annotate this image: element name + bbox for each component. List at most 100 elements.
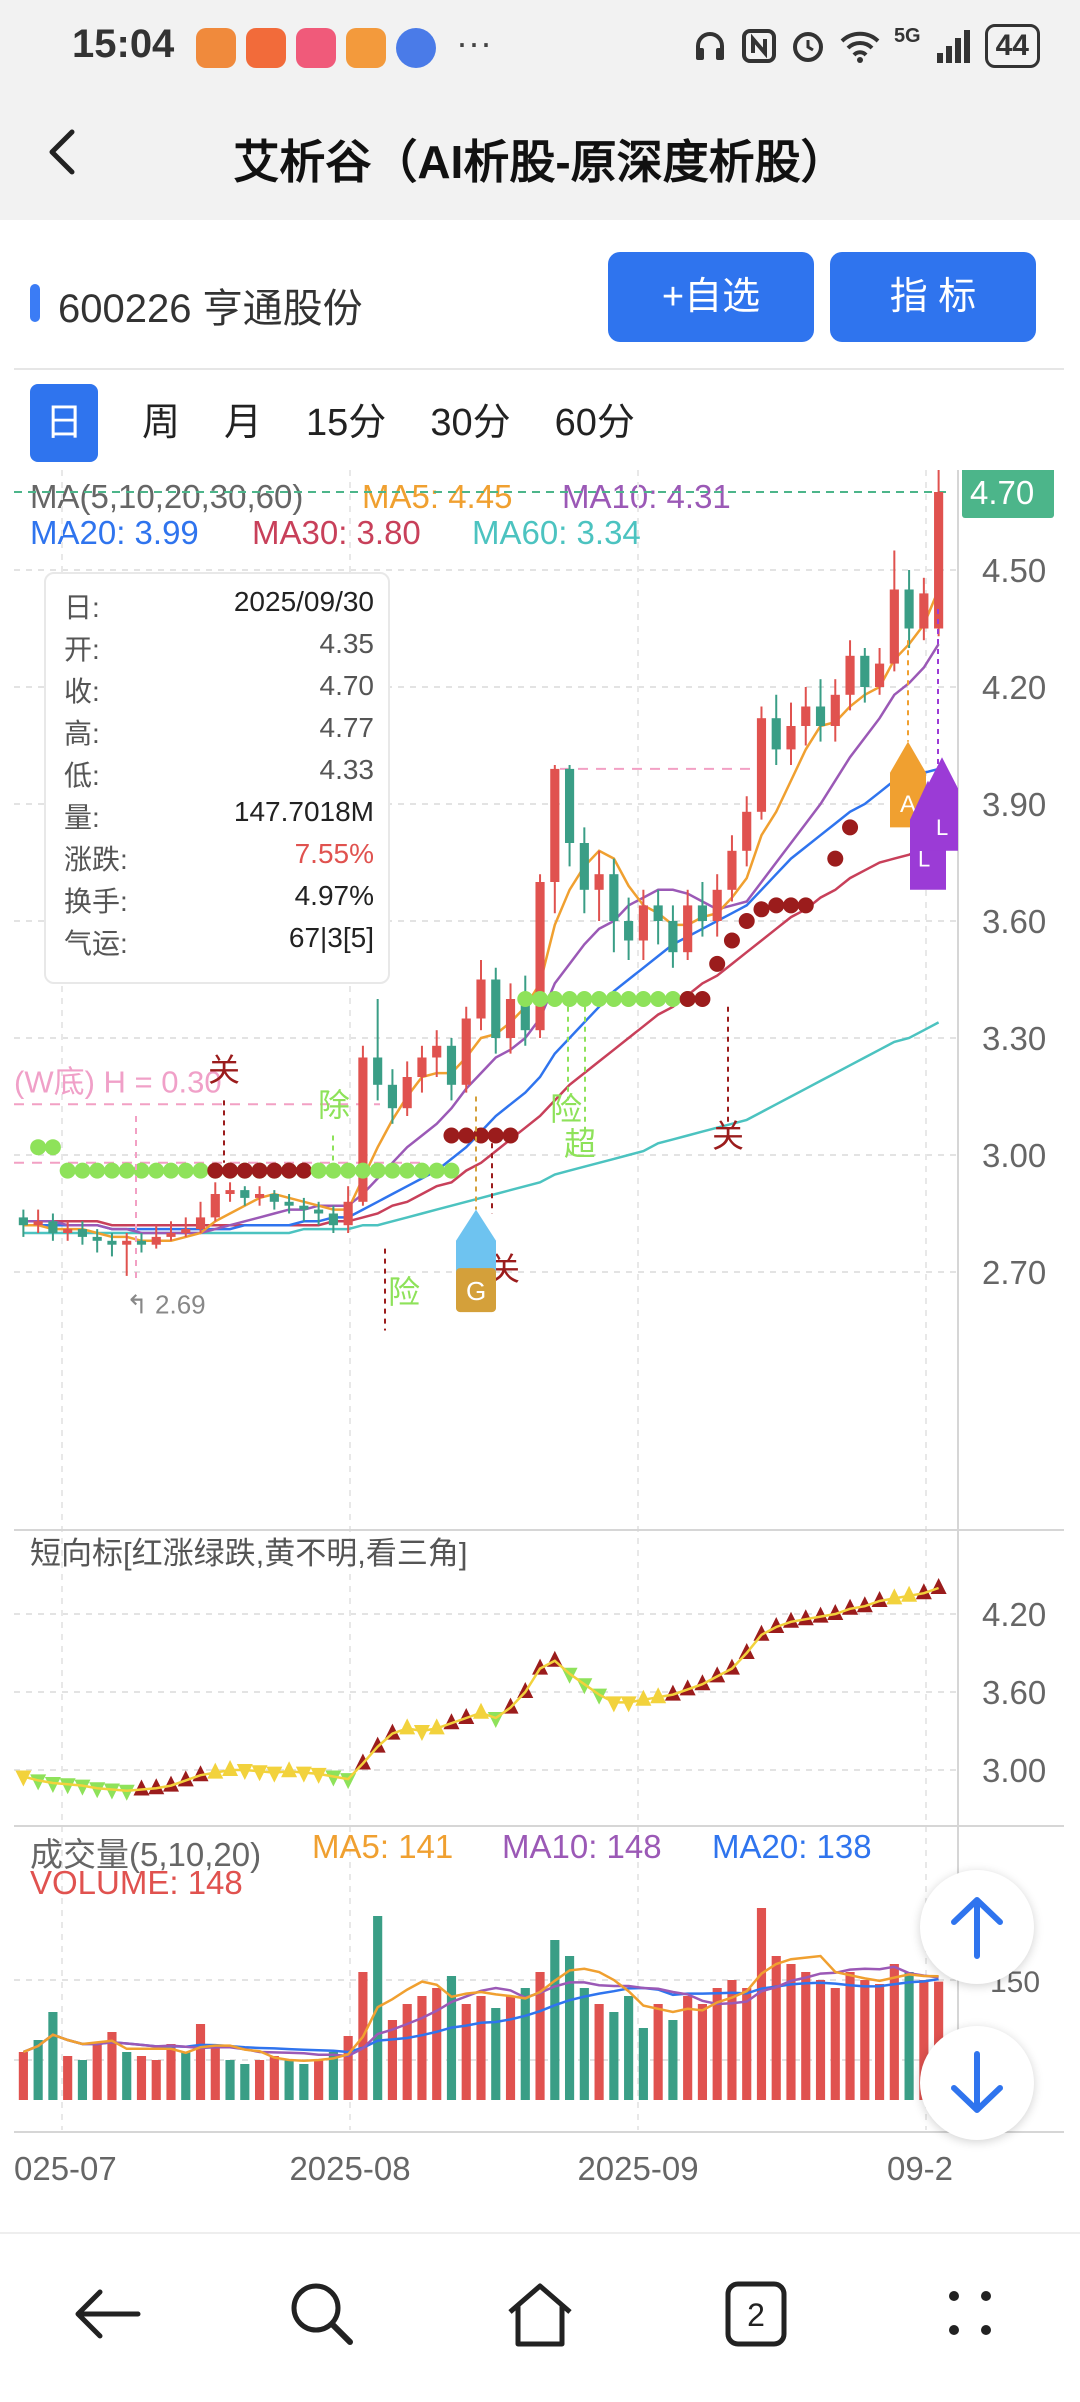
candle-body	[653, 905, 663, 921]
volume-bar	[904, 1972, 914, 2100]
info-low: 4.33	[319, 754, 375, 785]
volume-bar	[609, 2012, 619, 2100]
title-bar: 艾析谷（AI析股-原深度析股）	[0, 96, 1080, 220]
resistance-dot	[723, 932, 740, 949]
page-title: 艾析谷（AI析股-原深度析股）	[233, 136, 847, 188]
price-axis-label: 3.30	[982, 1020, 1046, 1057]
w-bottom-label: (W底) H = 0.30	[14, 1065, 222, 1100]
short-indicator-triangle	[118, 1784, 135, 1801]
back-arrow-icon[interactable]	[36, 122, 96, 182]
resistance-dot	[295, 1162, 312, 1179]
support-dot	[59, 1162, 76, 1179]
price-axis-label: 4.20	[982, 669, 1046, 706]
candle-body	[122, 1240, 132, 1245]
short-indicator-triangle	[207, 1762, 224, 1779]
resistance-dot	[236, 1162, 253, 1179]
resistance-dot	[842, 819, 859, 836]
status-time: 15:04	[72, 22, 175, 66]
candle-body	[801, 706, 811, 726]
resistance-dot	[266, 1162, 283, 1179]
add-watchlist-button[interactable]: +自选	[608, 252, 814, 342]
resistance-dot	[443, 1127, 460, 1144]
volume-bar	[874, 1984, 885, 2100]
candle-body	[225, 1190, 235, 1194]
volume-bar	[786, 1964, 796, 2100]
info-label: 开:	[64, 634, 100, 665]
video-notification-icon	[346, 28, 386, 68]
signal-label: 关	[208, 1052, 240, 1088]
resistance-dot	[783, 897, 799, 914]
tab-week[interactable]: 周	[142, 402, 181, 444]
tabs-count-icon[interactable]: 2	[716, 2274, 796, 2354]
battery-indicator: 44	[984, 24, 1040, 68]
support-dot	[635, 991, 652, 1007]
back-icon[interactable]	[68, 2274, 148, 2354]
short-indicator-triangle	[266, 1766, 283, 1783]
scroll-down-button[interactable]	[920, 2026, 1034, 2140]
candle-body	[18, 1217, 28, 1226]
volume-pane	[18, 1908, 944, 2100]
volume-bar	[668, 2020, 678, 2100]
candle-body	[136, 1240, 147, 1245]
volume-bar	[240, 2064, 250, 2100]
candle-info-box: 日: 2025/09/30 开: 4.35 收: 4.70 高: 4.77 低: 4.33…	[44, 572, 390, 984]
signal-label: 险	[550, 1091, 582, 1127]
support-dot	[369, 1162, 386, 1179]
candle-body	[683, 905, 693, 953]
indicator-button[interactable]: 指 标	[830, 252, 1036, 342]
volume-bar	[564, 1956, 575, 2100]
support-dot	[354, 1162, 371, 1179]
support-dot	[384, 1162, 401, 1179]
resistance-dot	[709, 955, 726, 972]
volume-bar	[919, 1980, 929, 2100]
volume-bar	[181, 2052, 191, 2100]
ma-legend-title: MA(5,10,20,30,60)	[30, 478, 304, 515]
signal-label: L	[936, 815, 948, 840]
candle-body	[845, 655, 855, 695]
support-dot	[650, 991, 667, 1007]
stock-chart[interactable]: 4.804.504.203.903.603.303.002.704.704.77…	[0, 470, 1080, 2250]
candle-body	[63, 1229, 73, 1233]
resistance-dot	[207, 1162, 224, 1179]
notification-icons	[196, 28, 436, 68]
candle-body	[727, 850, 737, 890]
app-notification-icon	[196, 28, 236, 68]
period-tabs: 日 周 月 15分 30分 60分	[30, 384, 679, 462]
candle-body	[402, 1077, 412, 1109]
candle-body	[77, 1229, 88, 1237]
scroll-up-button[interactable]	[920, 1870, 1034, 1984]
candle-body	[328, 1213, 338, 1226]
resistance-dot	[251, 1162, 268, 1179]
candle-body	[756, 718, 767, 812]
resistance-dot	[281, 1162, 298, 1179]
tab-60min[interactable]: 60分	[554, 402, 635, 444]
tab-30min[interactable]: 30分	[430, 402, 511, 444]
volume-bar	[328, 2052, 338, 2100]
tab-day[interactable]: 日	[30, 384, 98, 462]
current-price-value: 4.70	[970, 474, 1034, 511]
info-high: 4.77	[319, 712, 375, 743]
short-indicator-triangle	[473, 1702, 489, 1719]
tab-month[interactable]: 月	[224, 402, 263, 444]
volume-bar	[594, 2004, 604, 2100]
search-icon[interactable]	[282, 2274, 362, 2354]
candle-body	[373, 1057, 383, 1085]
volume-ma5: MA5: 141	[312, 1828, 454, 1865]
short-indicator-triangle	[89, 1782, 106, 1799]
volume-bar	[505, 1996, 516, 2100]
volume-ma5-line	[22, 1954, 939, 2063]
candle-body	[151, 1236, 161, 1245]
short-indicator-triangle	[369, 1736, 386, 1753]
volume-bar	[476, 1996, 486, 2100]
candle-body	[210, 1194, 220, 1218]
home-icon[interactable]	[500, 2274, 580, 2354]
candle-body	[520, 999, 530, 1031]
candle-body	[461, 1018, 471, 1085]
ma5-legend: MA5: 4.45	[362, 478, 513, 515]
info-volume: 147.7018M	[233, 796, 374, 827]
tab-15min[interactable]: 15分	[306, 402, 387, 444]
price-axis-label: 3.90	[982, 786, 1046, 823]
more-menu-icon[interactable]	[930, 2274, 1010, 2354]
short-indicator-triangle	[664, 1684, 681, 1701]
short-indicator-triangle	[413, 1725, 430, 1741]
